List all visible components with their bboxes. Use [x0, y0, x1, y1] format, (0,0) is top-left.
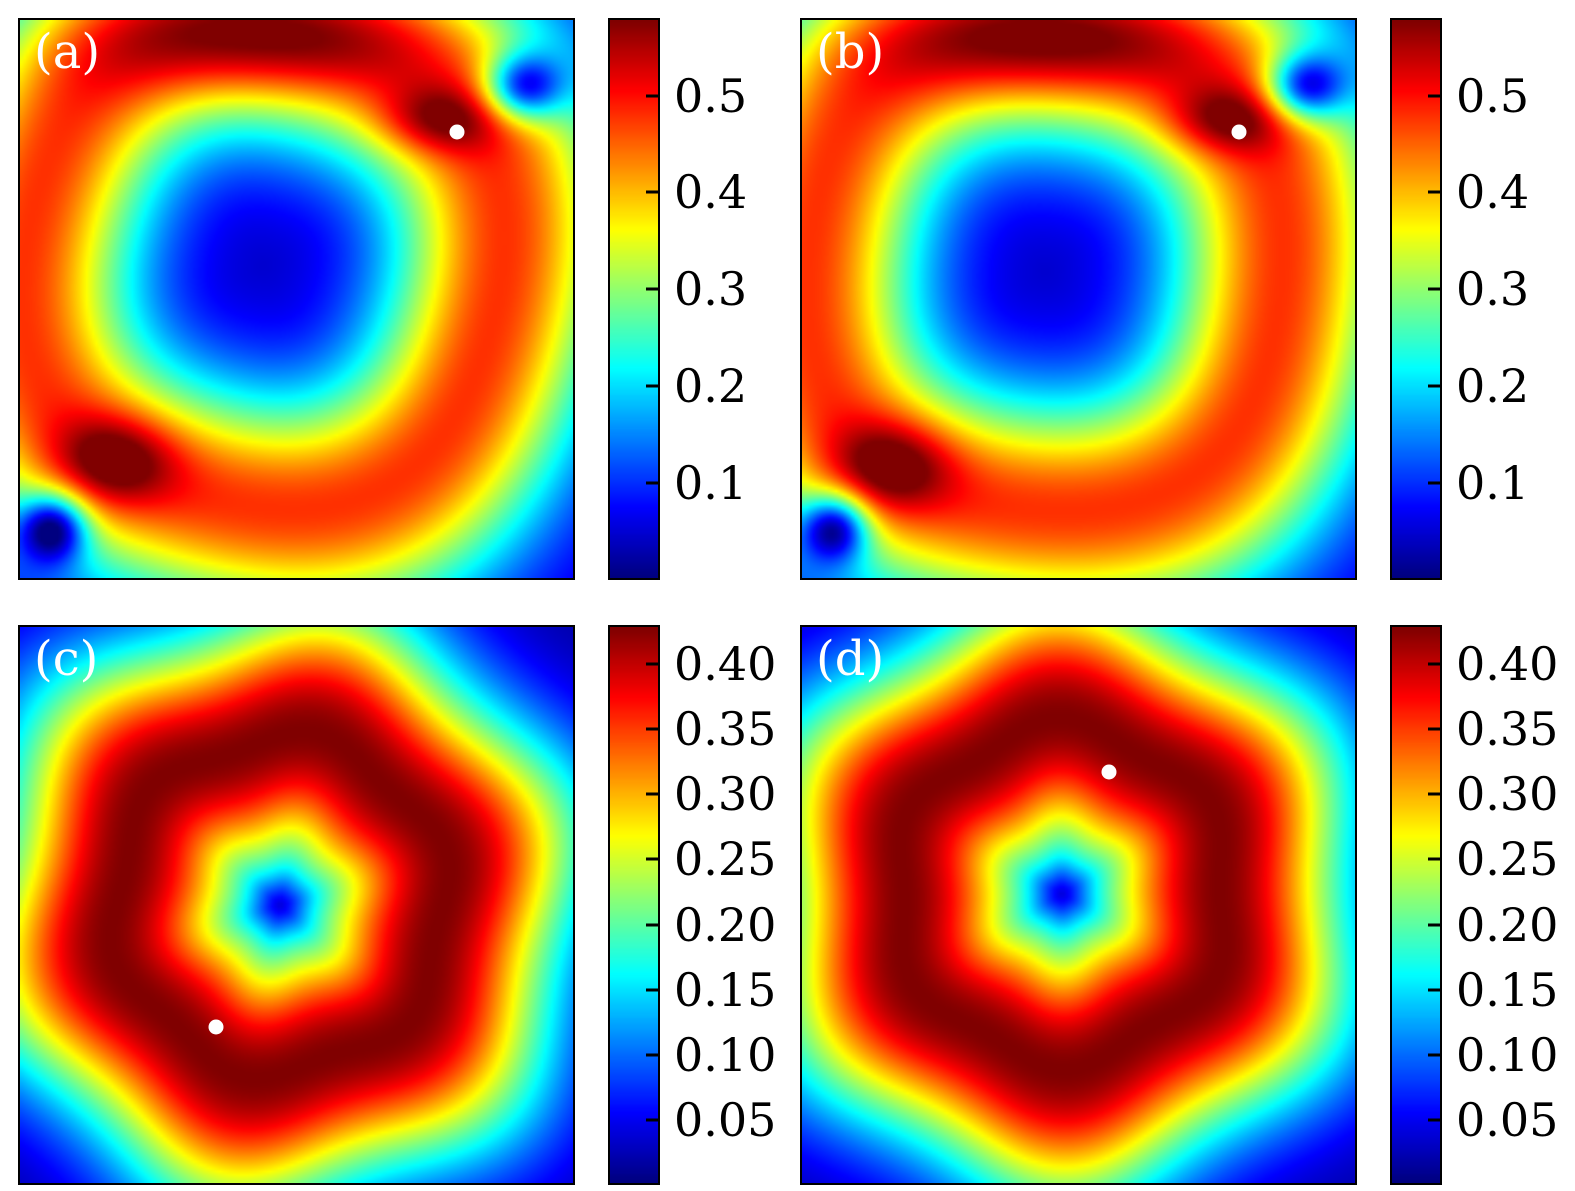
colorbar-tick-label: 0.2 — [1456, 359, 1530, 414]
colorbar-tick — [1428, 727, 1440, 731]
colorbar-gradient-d — [1390, 625, 1442, 1185]
colorbar-tick-label: 0.35 — [674, 702, 777, 757]
colorbar-tick — [1428, 857, 1440, 861]
colorbar-canvas-a — [610, 20, 658, 578]
colorbar-tick-label: 0.30 — [674, 767, 777, 822]
heatmap-image-c — [20, 627, 573, 1183]
colorbar-tick — [646, 857, 658, 861]
colorbar-tick-label: 0.30 — [1456, 767, 1559, 822]
heatmap-panel-a: (a) — [18, 18, 575, 580]
colorbar-tick — [1428, 923, 1440, 927]
colorbar-gradient-c — [608, 625, 660, 1185]
colorbar-tick — [1428, 1053, 1440, 1057]
colorbar-tick — [646, 988, 658, 992]
colorbar-tick-label: 0.40 — [674, 637, 777, 692]
colorbar-tick-label: 0.4 — [674, 165, 748, 220]
colorbar-tick-label: 0.15 — [674, 962, 777, 1017]
colorbar-ticks-d: 0.40 0.35 0.30 0.25 0.20 0.15 0.10 0.05 — [1428, 625, 1570, 1185]
colorbar-tick-label: 0.1 — [1456, 456, 1530, 511]
colorbar-tick — [646, 481, 658, 485]
colorbar-tick-label: 0.1 — [674, 456, 748, 511]
colorbar-tick-label: 0.20 — [1456, 897, 1559, 952]
colorbar-gradient-b — [1390, 18, 1442, 580]
colorbar-c: 0.40 0.35 0.30 0.25 0.20 0.15 0.10 0.05 — [608, 625, 788, 1185]
colorbar-canvas-d — [1392, 627, 1440, 1183]
colorbar-tick-label: 0.05 — [1456, 1092, 1559, 1147]
colorbar-tick-label: 0.15 — [1456, 962, 1559, 1017]
colorbar-tick-label: 0.2 — [674, 359, 748, 414]
colorbar-canvas-c — [610, 627, 658, 1183]
colorbar-tick — [1428, 94, 1440, 98]
colorbar-tick-label: 0.05 — [674, 1092, 777, 1147]
colorbar-gradient-a — [608, 18, 660, 580]
colorbar-tick-label: 0.5 — [1456, 68, 1530, 123]
colorbar-tick-label: 0.35 — [1456, 702, 1559, 757]
colorbar-tick — [1428, 988, 1440, 992]
colorbar-tick-label: 0.3 — [674, 262, 748, 317]
colorbar-tick — [646, 384, 658, 388]
colorbar-tick — [1428, 481, 1440, 485]
heatmap-panel-d: (d) — [800, 625, 1357, 1185]
colorbar-a: 0.5 0.4 0.3 0.2 0.1 — [608, 18, 788, 580]
heatmap-panel-b: (b) — [800, 18, 1357, 580]
colorbar-tick — [1428, 287, 1440, 291]
colorbar-d: 0.40 0.35 0.30 0.25 0.20 0.15 0.10 0.05 — [1390, 625, 1570, 1185]
colorbar-tick — [646, 727, 658, 731]
colorbar-tick — [646, 287, 658, 291]
colorbar-tick-label: 0.40 — [1456, 637, 1559, 692]
colorbar-tick — [1428, 1118, 1440, 1122]
colorbar-tick-label: 0.10 — [1456, 1027, 1559, 1082]
heatmap-panel-c: (c) — [18, 625, 575, 1185]
colorbar-tick-label: 0.25 — [674, 832, 777, 887]
colorbar-b: 0.5 0.4 0.3 0.2 0.1 — [1390, 18, 1570, 580]
colorbar-ticks-c: 0.40 0.35 0.30 0.25 0.20 0.15 0.10 0.05 — [646, 625, 788, 1185]
colorbar-ticks-b: 0.5 0.4 0.3 0.2 0.1 — [1428, 18, 1570, 580]
colorbar-tick-label: 0.3 — [1456, 262, 1530, 317]
colorbar-tick — [1428, 190, 1440, 194]
colorbar-tick — [1428, 792, 1440, 796]
colorbar-tick-label: 0.20 — [674, 897, 777, 952]
colorbar-tick — [646, 923, 658, 927]
colorbar-tick-label: 0.10 — [674, 1027, 777, 1082]
colorbar-canvas-b — [1392, 20, 1440, 578]
colorbar-tick-label: 0.4 — [1456, 165, 1530, 220]
colorbar-tick — [646, 94, 658, 98]
colorbar-tick — [646, 792, 658, 796]
heatmap-image-a — [20, 20, 573, 578]
heatmap-image-b — [802, 20, 1355, 578]
heatmap-image-d — [802, 627, 1355, 1183]
colorbar-tick-label: 0.25 — [1456, 832, 1559, 887]
colorbar-tick — [1428, 384, 1440, 388]
colorbar-tick-label: 0.5 — [674, 68, 748, 123]
colorbar-ticks-a: 0.5 0.4 0.3 0.2 0.1 — [646, 18, 788, 580]
colorbar-tick — [646, 190, 658, 194]
colorbar-tick — [1428, 662, 1440, 666]
colorbar-tick — [646, 662, 658, 666]
colorbar-tick — [646, 1118, 658, 1122]
colorbar-tick — [646, 1053, 658, 1057]
